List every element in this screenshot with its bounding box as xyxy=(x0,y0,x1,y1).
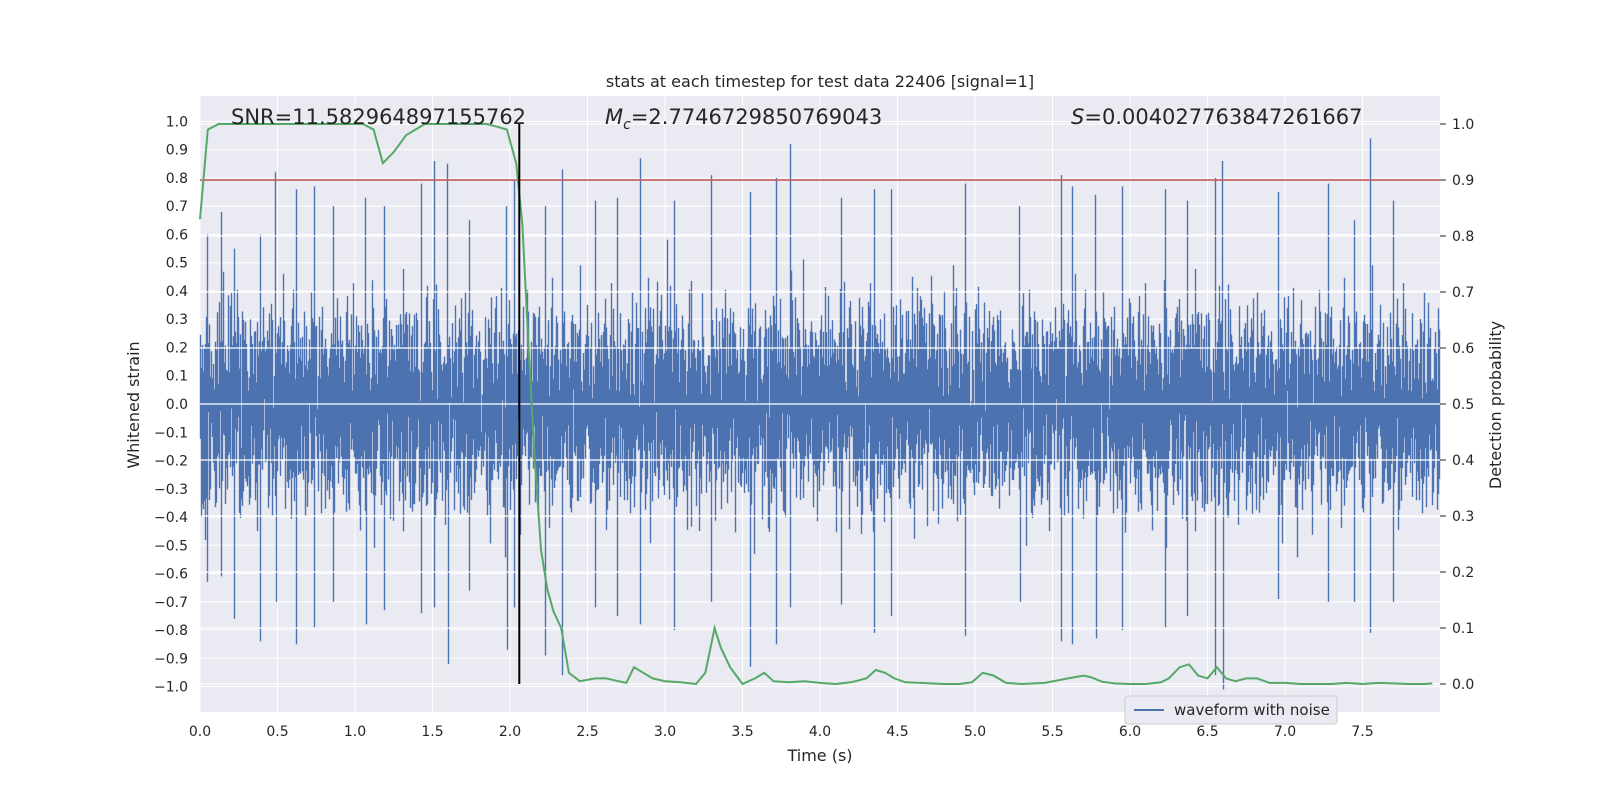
y-tick-label: −0.6 xyxy=(154,567,188,583)
waveform-trace xyxy=(199,138,1441,690)
y2-tick-label: 1.0 xyxy=(1452,117,1474,133)
y-tick-label: 0.4 xyxy=(166,284,188,300)
y-tick-label: −0.7 xyxy=(154,595,188,611)
chirp-mass-value: =2.7746729850769043 xyxy=(631,105,882,129)
x-tick-label: 1.0 xyxy=(344,724,366,740)
y2-tick-label: 0.5 xyxy=(1452,397,1474,413)
y-tick-label: 1.0 xyxy=(166,114,188,130)
y2-tick-label: 0.6 xyxy=(1452,341,1474,357)
y-tick-label: 0.5 xyxy=(166,256,188,272)
x-tick-label: 4.0 xyxy=(809,724,831,740)
detection-probability-line xyxy=(199,123,1433,686)
x-tick-label: 2.0 xyxy=(499,724,521,740)
y-tick-label: 0.6 xyxy=(166,227,188,243)
y-tick-label: 0.2 xyxy=(166,340,188,356)
x-tick-label: 7.5 xyxy=(1351,724,1373,740)
left-y-tick-labels: 1.0 0.9 0.8 0.7 0.6 0.5 0.4 0.3 0.2 0.1 0.0 −0.1 −0.… xyxy=(154,114,188,695)
x-tick-label: 3.5 xyxy=(731,724,753,740)
y-tick-label: 0.0 xyxy=(166,397,188,413)
chart-title: stats at each timestep for test data 224… xyxy=(606,72,1034,91)
y-tick-label: −0.5 xyxy=(154,538,188,554)
s-annotation: S=0.004027763847261667 xyxy=(1071,105,1362,129)
y-tick-label: −0.1 xyxy=(154,425,188,441)
x-tick-label: 4.5 xyxy=(886,724,908,740)
y-tick-label: −0.9 xyxy=(154,651,188,667)
y-tick-label: −1.0 xyxy=(154,680,188,696)
y-tick-label: −0.3 xyxy=(154,482,188,498)
x-tick-label: 0.5 xyxy=(266,724,288,740)
legend-box xyxy=(1124,695,1338,725)
y2-tick-label: 0.0 xyxy=(1452,677,1474,693)
s-symbol: S xyxy=(1071,105,1084,129)
x-tick-label: 6.0 xyxy=(1119,724,1141,740)
waveform-series xyxy=(199,138,1441,690)
x-tick-labels: 0.0 0.5 1.0 1.5 2.0 2.5 3.0 3.5 4.0 4.5 5.0 5.5 6.0 6… xyxy=(189,724,1374,740)
snr-annotation: SNR=11.582964897155762 xyxy=(231,105,526,129)
x-tick-label: 5.0 xyxy=(964,724,986,740)
y2-tick-label: 0.7 xyxy=(1452,285,1474,301)
y2-tick-label: 0.1 xyxy=(1452,621,1474,637)
y2-tick-label: 0.4 xyxy=(1452,453,1474,469)
right-y-tick-labels: 1.0 0.9 0.8 0.7 0.6 0.5 0.4 0.3 0.2 0.1 0.0 xyxy=(1440,117,1474,693)
x-tick-label: 3.0 xyxy=(654,724,676,740)
y2-tick-label: 0.2 xyxy=(1452,565,1474,581)
x-tick-label: 2.5 xyxy=(576,724,598,740)
y-tick-label: −0.8 xyxy=(154,623,188,639)
x-tick-label: 7.0 xyxy=(1274,724,1296,740)
chirp-mass-symbol: M xyxy=(605,105,623,129)
legend-label-waveform: waveform with noise xyxy=(1174,701,1330,719)
y2-tick-label: 0.3 xyxy=(1452,509,1474,525)
x-tick-label: 1.5 xyxy=(421,724,443,740)
x-tick-label: 5.5 xyxy=(1041,724,1063,740)
y2-axis-label: Detection probability xyxy=(1486,321,1505,489)
y-tick-label: 0.9 xyxy=(166,143,188,159)
y2-tick-label: 0.9 xyxy=(1452,173,1474,189)
x-axis-label: Time (s) xyxy=(786,746,852,765)
legend: waveform with noise xyxy=(1124,695,1338,725)
chirp-mass-subscript: c xyxy=(623,117,631,133)
y2-tick-label: 0.8 xyxy=(1452,229,1474,245)
y-tick-label: 0.8 xyxy=(166,171,188,187)
x-tick-label: 6.5 xyxy=(1196,724,1218,740)
s-value: =0.004027763847261667 xyxy=(1084,105,1362,129)
x-tick-label: 0.0 xyxy=(189,724,211,740)
chirp-mass-annotation: Mc=2.7746729850769043 xyxy=(605,105,882,133)
y-tick-label: 0.7 xyxy=(166,199,188,215)
y-tick-label: 0.3 xyxy=(166,312,188,328)
y-tick-label: −0.2 xyxy=(154,454,188,470)
y-axis-label: Whitened strain xyxy=(124,341,143,468)
y-tick-label: 0.1 xyxy=(166,369,188,385)
y-tick-label: −0.4 xyxy=(154,510,188,526)
